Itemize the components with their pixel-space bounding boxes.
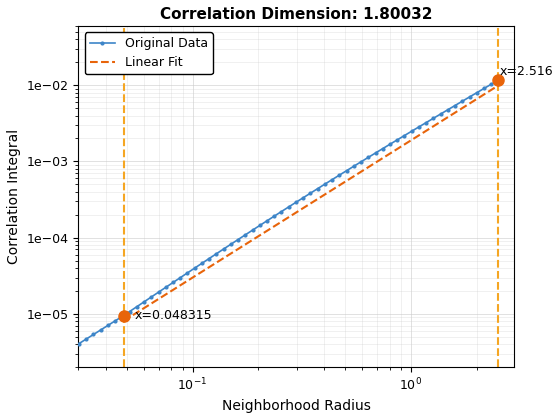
Title: Correlation Dimension: 1.80032: Correlation Dimension: 1.80032 xyxy=(160,7,432,22)
Original Data xyxy=(495,77,502,82)
Linear Fit xyxy=(476,95,483,100)
Text: x=2.516: x=2.516 xyxy=(500,66,553,79)
Original Data xyxy=(192,265,198,270)
Text: x=0.048315: x=0.048315 xyxy=(134,309,212,322)
Original Data xyxy=(336,173,343,178)
Linear Fit xyxy=(313,197,320,202)
Linear Fit xyxy=(465,102,472,107)
Original Data xyxy=(213,251,220,256)
Linear Fit xyxy=(120,318,127,323)
Original Data xyxy=(177,275,184,280)
Line: Linear Fit: Linear Fit xyxy=(124,85,498,321)
Line: Original Data: Original Data xyxy=(69,77,501,351)
Original Data xyxy=(141,299,147,304)
Linear Fit xyxy=(207,264,214,269)
Original Data xyxy=(68,346,75,351)
Linear Fit xyxy=(344,178,351,183)
Linear Fit xyxy=(495,83,502,88)
Linear Fit xyxy=(192,273,199,278)
Original Data xyxy=(206,256,213,261)
X-axis label: Neighborhood Radius: Neighborhood Radius xyxy=(222,399,371,413)
Y-axis label: Correlation Integral: Correlation Integral xyxy=(7,129,21,264)
Legend: Original Data, Linear Fit: Original Data, Linear Fit xyxy=(85,32,213,74)
